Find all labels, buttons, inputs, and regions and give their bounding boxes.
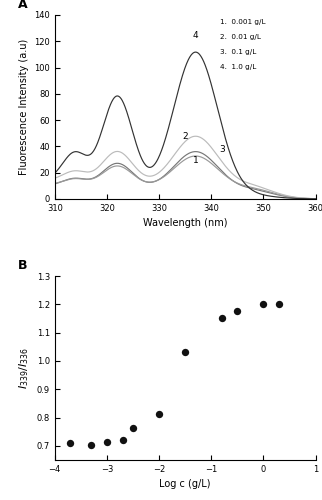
X-axis label: Wavelength (nm): Wavelength (nm) [143, 218, 227, 228]
Point [89, 441, 94, 449]
Point [277, 300, 282, 308]
Text: 1: 1 [193, 156, 198, 164]
Point [261, 300, 266, 308]
Point [130, 424, 136, 432]
Y-axis label: Fluorescence Intensity (a.u): Fluorescence Intensity (a.u) [19, 39, 29, 175]
Text: 3.  0.1 g/L: 3. 0.1 g/L [220, 49, 257, 55]
Y-axis label: $I_{339}/I_{336}$: $I_{339}/I_{336}$ [17, 347, 31, 389]
Point [183, 348, 188, 356]
Point [104, 438, 109, 446]
Text: 2.  0.01 g/L: 2. 0.01 g/L [220, 34, 261, 40]
Point [235, 308, 240, 316]
X-axis label: Log c (g/L): Log c (g/L) [159, 480, 211, 490]
Text: 4: 4 [193, 31, 198, 40]
Text: 4.  1.0 g/L: 4. 1.0 g/L [220, 64, 257, 70]
Text: 2: 2 [182, 132, 188, 141]
Point [120, 436, 125, 444]
Text: 1.  0.001 g/L: 1. 0.001 g/L [220, 18, 266, 24]
Point [219, 314, 224, 322]
Text: A: A [18, 0, 28, 12]
Text: 3: 3 [219, 145, 224, 154]
Text: B: B [18, 260, 28, 272]
Point [156, 410, 162, 418]
Point [68, 439, 73, 447]
